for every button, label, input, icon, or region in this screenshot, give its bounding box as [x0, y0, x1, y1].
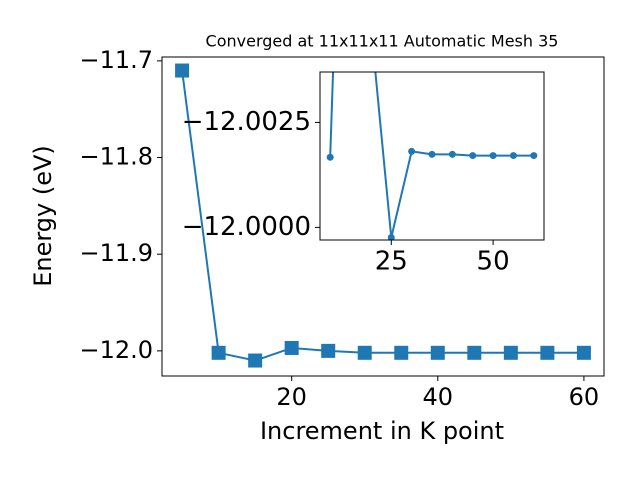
y-tick-label: −12.0000	[182, 212, 311, 242]
marker	[540, 345, 555, 360]
y-tick-label: −11.8	[79, 143, 153, 171]
plot-frame	[161, 56, 605, 377]
marker	[430, 345, 445, 360]
marker	[211, 345, 226, 360]
y-tick-label: −11.9	[79, 239, 153, 267]
x-tick-label: 40	[423, 383, 454, 411]
marker	[576, 345, 591, 360]
marker	[248, 353, 263, 368]
marker	[503, 345, 518, 360]
x-tick-label: 20	[276, 383, 307, 411]
plot-frame	[319, 71, 545, 241]
marker	[448, 150, 456, 158]
marker	[428, 150, 436, 158]
marker	[175, 63, 190, 78]
x-tick-label: 60	[569, 383, 600, 411]
marker	[394, 345, 409, 360]
marker	[408, 147, 416, 155]
x-tick-label: 50	[477, 247, 510, 277]
x-tick-label: 25	[375, 247, 408, 277]
marker	[284, 340, 299, 355]
marker	[489, 152, 497, 160]
y-tick-label: −12.0	[79, 336, 153, 364]
marker	[321, 343, 336, 358]
series-group	[175, 63, 591, 368]
marker	[357, 345, 372, 360]
marker	[326, 153, 334, 161]
y-tick-label: −11.7	[79, 46, 153, 74]
marker	[387, 233, 395, 240]
x-axis-label: Increment in K point	[260, 417, 504, 445]
marker	[509, 152, 517, 160]
chart-title: Converged at 11x11x11 Automatic Mesh 35	[206, 32, 559, 51]
y-axis-label: Energy (eV)	[29, 145, 57, 287]
marker	[530, 152, 538, 160]
series-group	[326, 72, 538, 240]
marker	[467, 345, 482, 360]
y-tick-label: −12.0025	[182, 107, 311, 137]
marker	[469, 152, 477, 160]
